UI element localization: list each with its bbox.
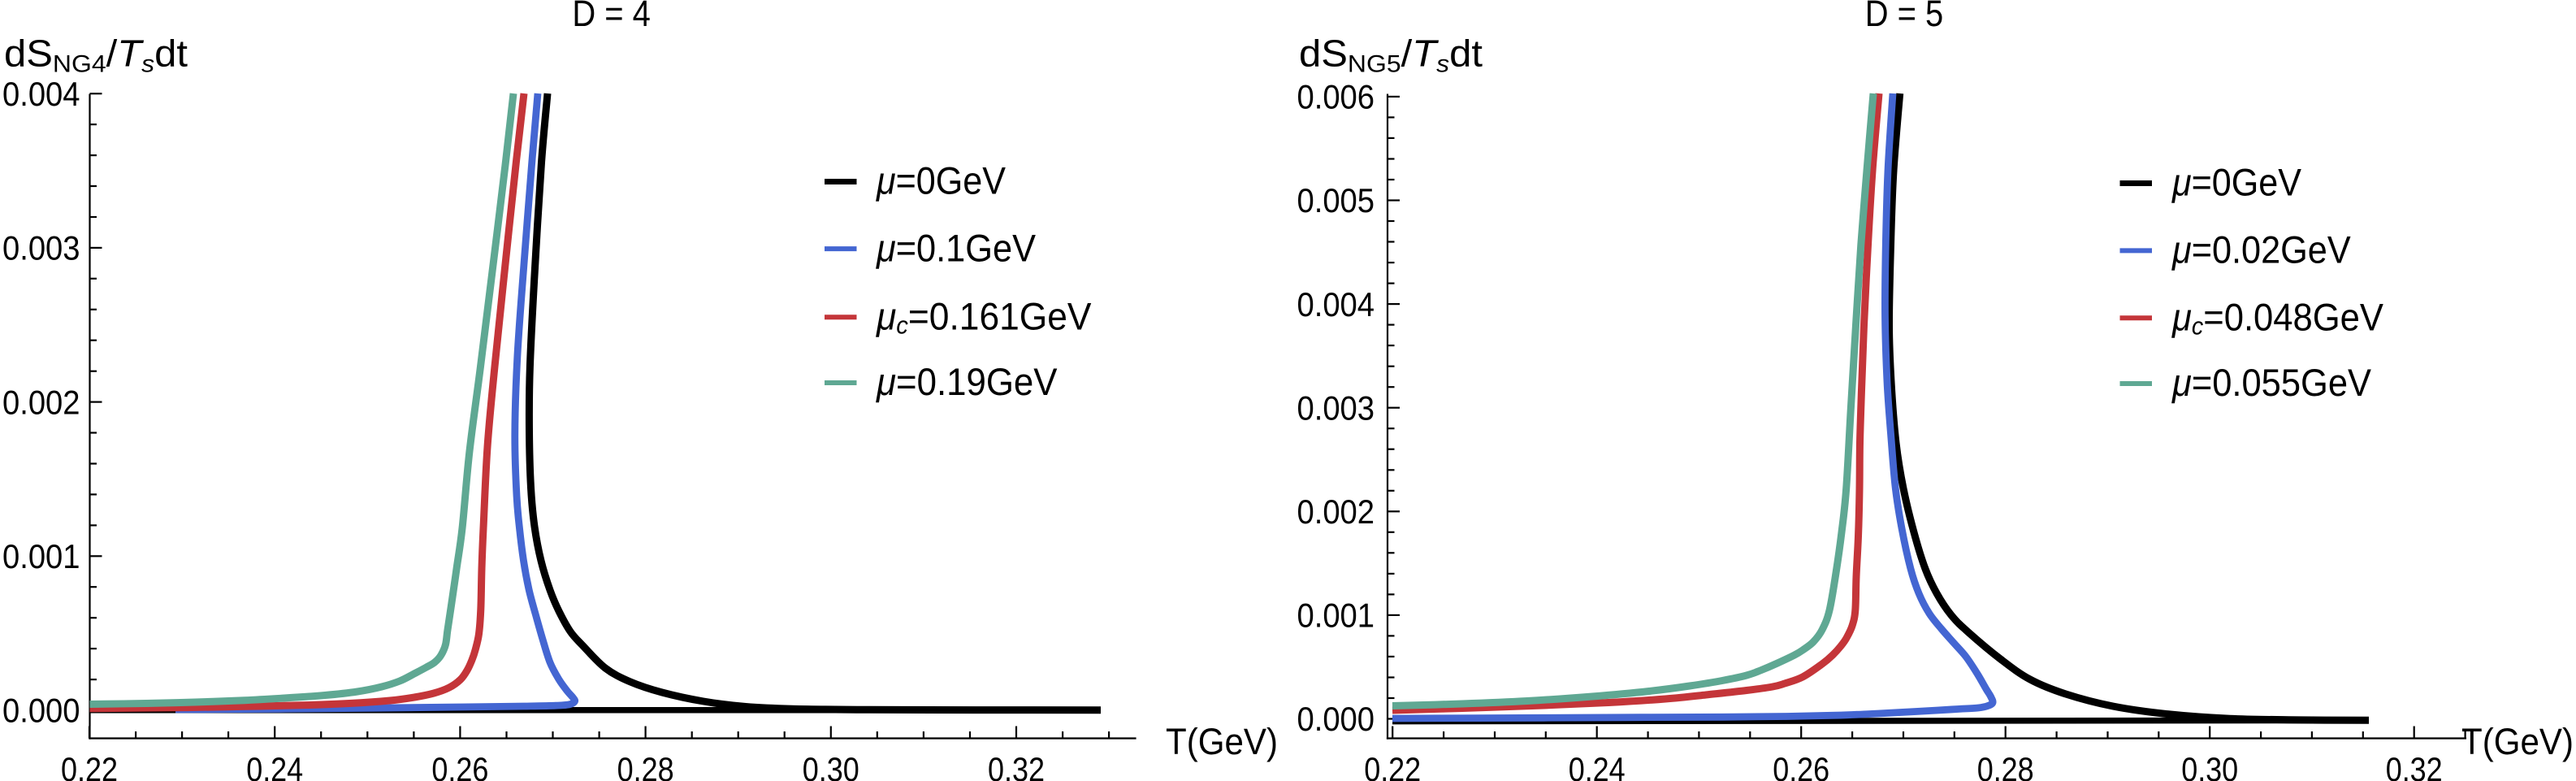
svg-text:T(GeV): T(GeV) [1166,721,1278,762]
svg-text:μc=0.048GeV: μc=0.048GeV [2171,296,2384,341]
svg-text:0.002: 0.002 [1297,492,1375,531]
svg-text:0.28: 0.28 [617,750,674,781]
svg-text:T(GeV): T(GeV) [2461,721,2574,762]
svg-text:0.28: 0.28 [1977,750,2034,781]
svg-text:0.003: 0.003 [1297,388,1375,427]
svg-text:0.000: 0.000 [2,692,80,730]
svg-text:μ=0GeV: μ=0GeV [876,159,1007,202]
svg-text:μ=0.19GeV: μ=0.19GeV [876,360,1058,403]
svg-text:0.30: 0.30 [803,750,859,781]
svg-text:0.004: 0.004 [1297,285,1375,323]
svg-text:μ=0.1GeV: μ=0.1GeV [876,226,1037,269]
svg-text:μ=0.055GeV: μ=0.055GeV [2171,361,2372,404]
svg-text:0.005: 0.005 [1297,181,1375,219]
svg-text:μ=0.02GeV: μ=0.02GeV [2171,228,2351,271]
svg-text:0.003: 0.003 [2,229,80,267]
svg-text:0.22: 0.22 [61,750,118,781]
svg-text:0.004: 0.004 [2,75,80,113]
svg-text:0.24: 0.24 [246,750,303,781]
svg-text:0.006: 0.006 [1297,78,1375,116]
svg-text:μc=0.161GeV: μc=0.161GeV [876,295,1092,340]
svg-text:0.26: 0.26 [431,750,488,781]
svg-text:0.001: 0.001 [2,537,80,575]
svg-text:0.22: 0.22 [1364,750,1421,781]
svg-text:0.002: 0.002 [2,383,80,421]
svg-text:0.32: 0.32 [988,750,1045,781]
svg-text:0.24: 0.24 [1569,750,1626,781]
svg-text:0.32: 0.32 [2386,750,2443,781]
svg-text:0.000: 0.000 [1297,700,1375,738]
svg-text:μ=0GeV: μ=0GeV [2171,161,2302,204]
svg-text:0.30: 0.30 [2181,750,2238,781]
svg-text:0.26: 0.26 [1773,750,1829,781]
svg-text:0.001: 0.001 [1297,597,1375,635]
svg-text:D = 5: D = 5 [1865,0,1944,34]
svg-text:D = 4: D = 4 [572,0,651,34]
